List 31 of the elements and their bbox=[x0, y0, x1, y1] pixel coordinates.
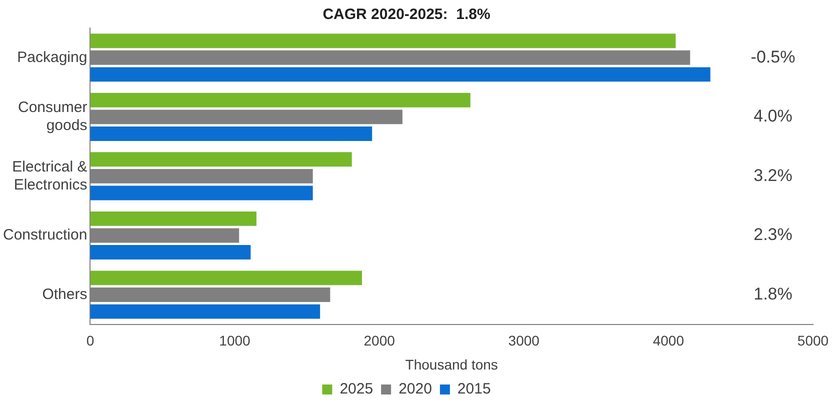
x-tick-label: 2000 bbox=[364, 332, 396, 349]
bar bbox=[90, 152, 352, 167]
x-tick-label: 4000 bbox=[652, 332, 684, 349]
bar bbox=[90, 245, 251, 260]
bar bbox=[90, 186, 313, 200]
annotation: 2.3% bbox=[754, 225, 792, 244]
bar bbox=[90, 67, 710, 82]
bar bbox=[90, 270, 362, 286]
annotation: -0.5% bbox=[750, 47, 796, 66]
x-tick-label: 3000 bbox=[508, 332, 540, 349]
annotation: 4.0% bbox=[754, 106, 792, 126]
y-tick-label: Construction bbox=[2, 226, 88, 244]
bar bbox=[90, 304, 320, 319]
y-tick-label: Packaging bbox=[17, 48, 88, 66]
chart-title: CAGR 2020-2025: 1.8% bbox=[322, 6, 490, 24]
legend-label: 2020 bbox=[398, 380, 432, 398]
y-tick-label: Electrical & Electronics bbox=[12, 158, 88, 194]
legend-label: 2025 bbox=[340, 380, 374, 398]
bar bbox=[90, 211, 256, 226]
x-tick-label: 0 bbox=[86, 332, 94, 349]
y-tick-label: Others bbox=[42, 286, 88, 303]
annotation: 3.2% bbox=[754, 166, 792, 185]
annotation: 1.8% bbox=[754, 284, 792, 304]
y-tick-label: Consumer goods bbox=[18, 99, 88, 134]
x-tick-label: 1000 bbox=[219, 332, 251, 349]
bar bbox=[90, 34, 676, 48]
x-tick-label: 5000 bbox=[797, 332, 829, 349]
legend-label: 2015 bbox=[457, 380, 491, 398]
bar bbox=[90, 126, 372, 141]
x-axis-title: Thousand tons bbox=[405, 356, 498, 372]
bar bbox=[90, 92, 470, 108]
